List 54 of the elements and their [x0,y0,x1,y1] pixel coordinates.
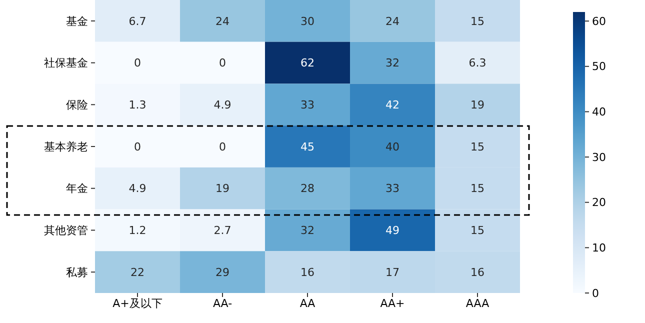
data-label: 0 [134,140,141,154]
data-label: 19 [470,98,484,112]
data-label: 28 [300,182,314,196]
color-bar-label: 50 [592,60,606,74]
x-tick-label: AA+ [380,297,405,310]
data-label: 33 [300,98,314,112]
color-bar-label: 40 [592,106,606,119]
data-label: 42 [386,98,400,112]
data-label: 1.3 [128,98,146,112]
data-label: 22 [130,266,144,279]
data-label: 1.2 [128,224,146,238]
y-tick-label: 社保基金 [44,56,88,70]
data-label: 62 [300,56,314,70]
data-label: 0 [219,56,226,70]
data-label: 24 [216,14,230,28]
data-label: 4.9 [128,182,146,196]
data-label: 16 [300,266,314,279]
y-tick-label: 基金 [66,14,88,28]
data-label: 32 [300,224,314,238]
data-label: 6.3 [468,56,486,70]
data-label: 40 [386,140,400,154]
color-bar-label: 10 [592,242,606,255]
data-label: 33 [386,182,400,196]
x-tick-label: AAA [466,297,490,310]
y-tick-label: 保险 [66,98,88,112]
data-label: 49 [386,224,400,238]
data-label: 6.7 [128,14,146,28]
data-label: 32 [386,56,400,70]
y-tick-label: 私募 [66,266,88,279]
color-bar-label: 20 [592,196,606,210]
data-label: 16 [470,266,484,279]
data-label: 15 [470,14,484,28]
data-label: 30 [300,14,314,28]
color-bar-label: 30 [592,150,606,164]
data-label: 19 [216,182,230,196]
data-label: 0 [219,140,226,154]
y-tick-label: 基本养老 [44,140,88,154]
y-tick-label: 年金 [66,182,88,196]
data-label: 24 [386,14,400,28]
x-tick-label: AA- [212,297,232,310]
color-bar-label: 0 [592,286,599,300]
x-tick-label: AA [300,297,316,310]
data-label: 15 [470,182,484,196]
color-bar-label: 60 [592,14,606,28]
data-label: 45 [300,140,314,154]
data-label: 2.7 [214,224,232,238]
y-tick-label: 其他资管 [44,224,88,238]
data-label: 15 [470,140,484,154]
data-label: 15 [470,224,484,238]
x-tick-label: A+及以下 [112,297,162,310]
data-label: 29 [216,266,230,279]
data-label: 17 [386,266,400,279]
data-label: 0 [134,56,141,70]
data-label: 4.9 [214,98,232,112]
